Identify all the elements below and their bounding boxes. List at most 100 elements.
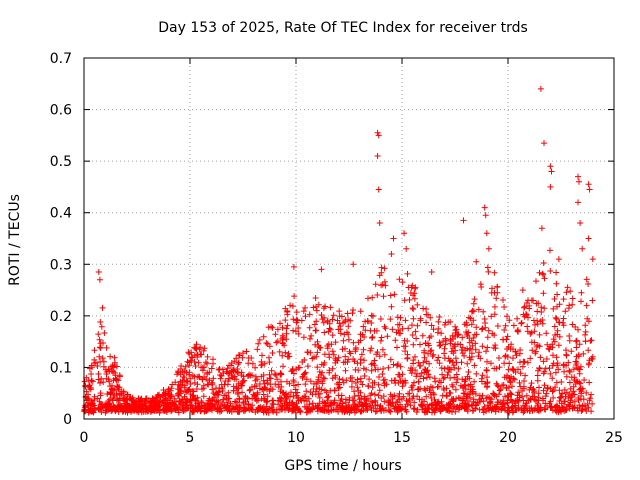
data-point [266,354,272,361]
data-point [516,350,523,357]
data-point [190,392,197,399]
y-tick-label: 0.4 [50,206,72,222]
data-point [525,314,531,321]
data-point [477,355,484,362]
data-point [476,396,483,403]
data-point [368,367,375,374]
data-point [331,387,338,394]
data-point [394,405,401,412]
data-point [562,407,569,414]
data-point [381,398,388,405]
data-point [372,281,379,288]
data-point [482,320,489,326]
data-point [553,269,560,276]
data-point [410,306,417,313]
data-point [180,407,186,414]
data-point [377,316,384,322]
data-point [585,318,592,325]
data-point [442,341,449,348]
data-point [277,320,283,327]
data-point [368,345,375,352]
data-point [335,385,342,392]
data-point [107,390,114,397]
data-point [284,308,291,314]
data-point [466,354,473,361]
data-point [295,330,302,337]
data-point [573,360,580,366]
data-point [362,327,369,334]
data-point [408,370,415,377]
data-point [186,386,193,393]
data-point [520,397,527,404]
data-point [381,351,388,358]
data-point [268,367,275,374]
data-point [423,374,430,381]
data-point [385,364,392,371]
data-point [355,387,362,394]
data-point [149,395,156,402]
data-point [260,372,267,378]
data-point [551,323,558,330]
data-point [359,401,366,408]
data-point [97,380,103,386]
data-point [576,178,582,185]
data-point [311,321,318,328]
data-point [412,328,419,335]
data-point [303,376,310,383]
data-point [460,395,467,402]
data-point [504,333,511,340]
data-point [199,376,206,383]
data-point [555,256,562,263]
data-point [583,408,590,414]
data-point [386,399,393,406]
data-point [358,407,365,414]
data-point [577,220,584,226]
data-point [230,383,237,390]
plot-frame [83,57,615,420]
data-point [200,347,207,354]
data-point [412,353,418,360]
data-point [468,350,475,357]
data-point [485,327,492,334]
data-point [515,389,522,396]
data-point [82,404,89,411]
data-point [219,388,226,394]
data-point [349,397,356,404]
data-point [218,381,225,388]
data-point [306,311,313,318]
data-point [99,304,106,311]
data-point [539,320,546,327]
data-point [399,383,406,390]
data-point [501,360,508,367]
data-point [494,283,501,290]
data-point [89,378,96,385]
data-point [570,388,577,395]
data-point [387,292,394,299]
data-point [88,377,95,384]
data-point [226,375,232,382]
data-point [290,263,297,270]
data-point [552,369,559,376]
data-point [507,379,514,386]
data-point [283,404,290,411]
data-point [455,394,462,401]
data-point [262,397,268,404]
data-point [583,276,590,283]
data-point [562,398,568,405]
data-point [89,401,96,407]
data-point [326,325,333,332]
data-point [441,386,448,393]
data-point [82,383,89,390]
data-point [342,317,349,323]
data-point [274,338,281,345]
data-point [183,389,190,396]
data-point [270,408,277,415]
data-point [519,287,526,294]
data-point [262,385,269,392]
data-point [494,323,501,329]
data-point [327,387,334,394]
data-point [267,381,274,388]
data-point [277,371,284,378]
data-point [289,367,296,374]
